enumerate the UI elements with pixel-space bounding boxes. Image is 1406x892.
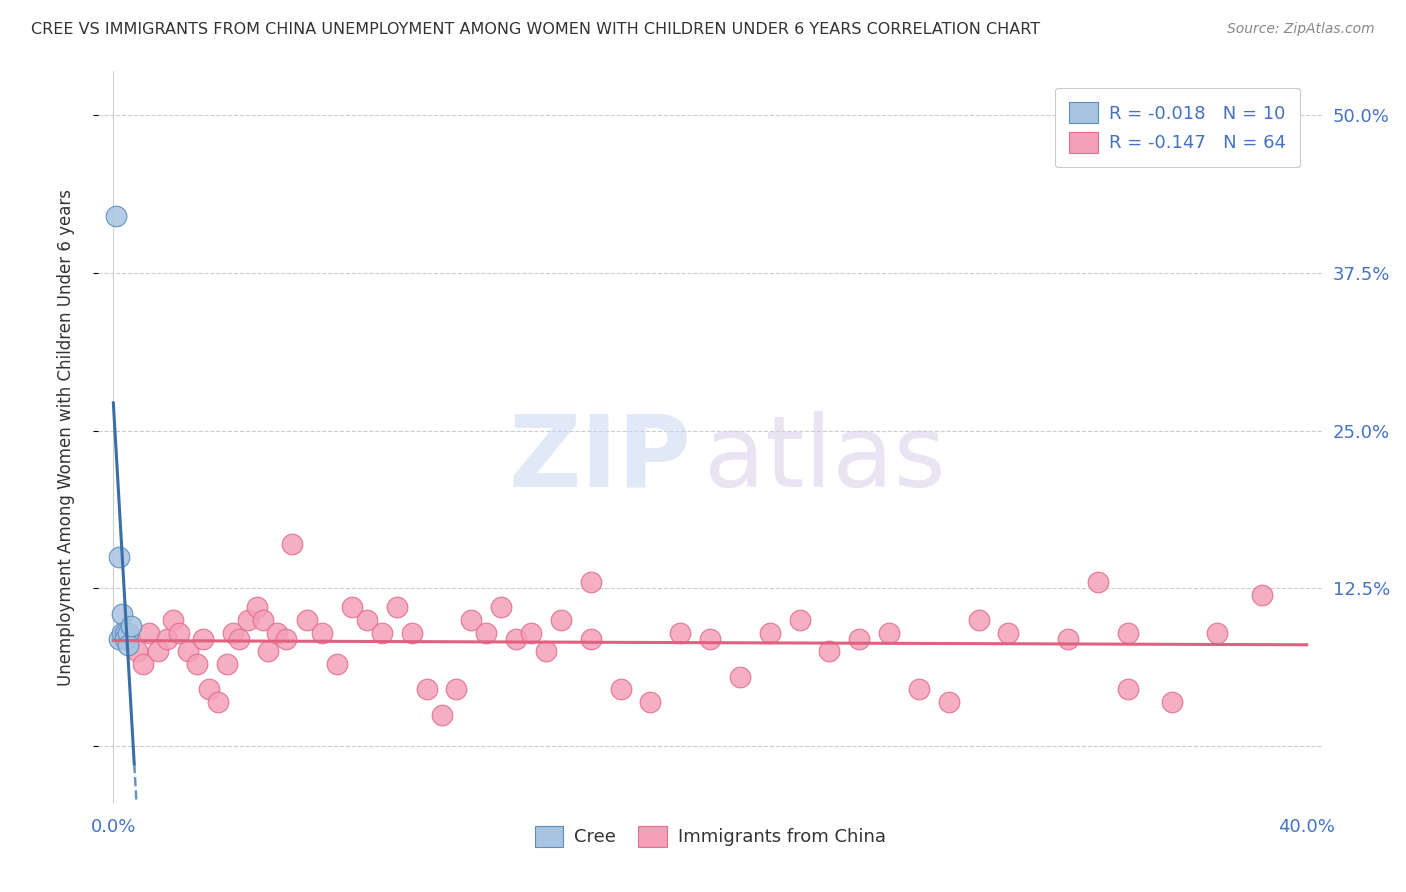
Point <box>534 644 557 658</box>
Point <box>550 613 572 627</box>
Point <box>758 625 780 640</box>
Point <box>117 632 139 646</box>
Point <box>191 632 214 646</box>
Point <box>371 625 394 640</box>
Point <box>728 670 751 684</box>
Point <box>1057 632 1080 646</box>
Point <box>138 625 160 640</box>
Point <box>640 695 662 709</box>
Text: ZIP: ZIP <box>509 410 692 508</box>
Point <box>1251 588 1274 602</box>
Point <box>257 644 280 658</box>
Point <box>699 632 721 646</box>
Point <box>114 632 136 646</box>
Point <box>520 625 543 640</box>
Point <box>967 613 990 627</box>
Point <box>198 682 221 697</box>
Point <box>326 657 349 671</box>
Point <box>111 607 134 621</box>
Point <box>156 632 179 646</box>
Y-axis label: Unemployment Among Women with Children Under 6 years: Unemployment Among Women with Children U… <box>56 188 75 686</box>
Point <box>848 632 870 646</box>
Point <box>1206 625 1229 640</box>
Point <box>108 549 131 564</box>
Point <box>120 619 142 633</box>
Point <box>1116 625 1139 640</box>
Point <box>114 625 136 640</box>
Point <box>1087 575 1109 590</box>
Point <box>297 613 319 627</box>
Point <box>108 632 131 646</box>
Point <box>669 625 692 640</box>
Point <box>789 613 811 627</box>
Point <box>167 625 190 640</box>
Point <box>132 657 155 671</box>
Point <box>1116 682 1139 697</box>
Text: CREE VS IMMIGRANTS FROM CHINA UNEMPLOYMENT AMONG WOMEN WITH CHILDREN UNDER 6 YEA: CREE VS IMMIGRANTS FROM CHINA UNEMPLOYME… <box>31 22 1040 37</box>
Point <box>146 644 169 658</box>
Text: 0.0%: 0.0% <box>90 818 136 836</box>
Point <box>385 600 408 615</box>
Point <box>340 600 363 615</box>
Point <box>207 695 229 709</box>
Point <box>1161 695 1184 709</box>
Text: Source: ZipAtlas.com: Source: ZipAtlas.com <box>1227 22 1375 37</box>
Point <box>186 657 208 671</box>
Point <box>266 625 288 640</box>
Point <box>177 644 200 658</box>
Point <box>430 707 453 722</box>
Point <box>818 644 841 658</box>
Point <box>228 632 250 646</box>
Point <box>276 632 298 646</box>
Point <box>938 695 960 709</box>
Point <box>105 210 128 224</box>
Legend: Cree, Immigrants from China: Cree, Immigrants from China <box>526 817 894 856</box>
Point <box>311 625 333 640</box>
Point <box>609 682 631 697</box>
Point <box>245 600 267 615</box>
Text: atlas: atlas <box>704 410 946 508</box>
Point <box>221 625 243 640</box>
Point <box>877 625 900 640</box>
Point <box>356 613 378 627</box>
Point <box>117 625 139 640</box>
Point <box>117 638 139 652</box>
Point <box>111 625 134 640</box>
Point <box>252 613 274 627</box>
Point <box>401 625 423 640</box>
Text: 40.0%: 40.0% <box>1278 818 1336 836</box>
Point <box>446 682 468 697</box>
Point <box>475 625 498 640</box>
Point <box>579 575 602 590</box>
Point <box>236 613 259 627</box>
Point <box>997 625 1019 640</box>
Point <box>127 644 149 658</box>
Point <box>489 600 512 615</box>
Point <box>908 682 931 697</box>
Point <box>460 613 482 627</box>
Point <box>162 613 184 627</box>
Point <box>505 632 527 646</box>
Point <box>215 657 238 671</box>
Point <box>579 632 602 646</box>
Point <box>281 537 304 551</box>
Point <box>415 682 437 697</box>
